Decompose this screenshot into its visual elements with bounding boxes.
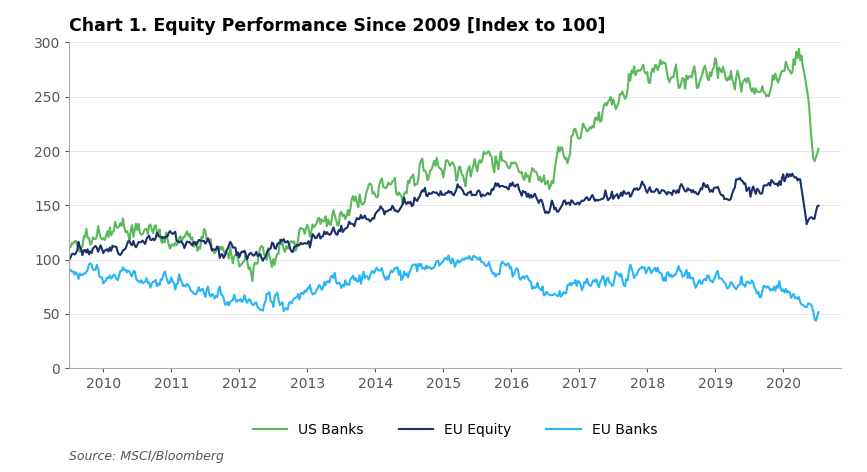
Text: Source: MSCI/Bloomberg: Source: MSCI/Bloomberg [69,449,225,463]
EU Banks [30,261,41,267]
US Banks [30,238,41,244]
Text: Chart 1. Equity Performance Since 2009 [Index to 100]: Chart 1. Equity Performance Since 2009 [… [69,17,606,35]
EU Banks [169,280,179,286]
EU Banks [443,253,453,258]
EU Equity [621,191,631,197]
US Banks [493,167,504,172]
EU Banks [811,318,821,324]
EU Banks [384,271,394,277]
US Banks [231,252,242,257]
Line: US Banks: US Banks [36,49,818,281]
Legend: US Banks, EU Equity, EU Banks: US Banks, EU Equity, EU Banks [247,417,663,443]
US Banks [813,146,824,152]
EU Banks [813,310,824,315]
EU Equity [233,250,244,255]
Line: EU Banks: EU Banks [36,255,818,321]
EU Equity [386,207,396,213]
US Banks [169,243,179,249]
US Banks [386,182,396,187]
Line: EU Equity: EU Equity [36,174,818,262]
EU Equity [493,181,504,186]
EU Equity [30,249,41,255]
EU Banks [554,288,564,294]
EU Equity [787,171,798,177]
US Banks [621,93,631,99]
EU Banks [231,299,242,305]
US Banks [793,46,804,51]
EU Banks [621,277,631,282]
EU Banks [493,271,504,277]
EU Equity [42,260,52,265]
EU Equity [813,203,824,209]
US Banks [247,278,257,284]
EU Equity [554,207,564,212]
EU Equity [170,229,180,235]
US Banks [554,149,564,154]
